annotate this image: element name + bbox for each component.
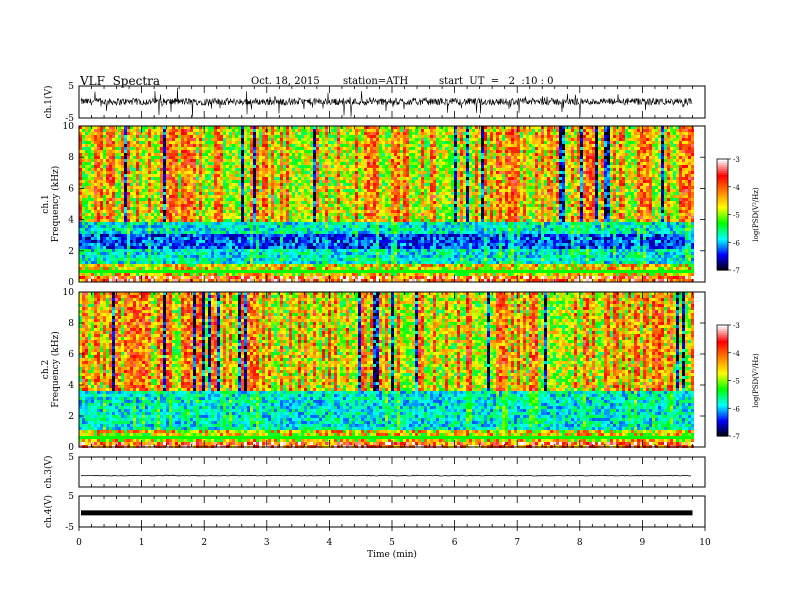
y-axis-channel-label: ch.1 <box>41 194 51 213</box>
y-tick-label: 4 <box>68 216 74 226</box>
x-tick-label: 8 <box>577 538 583 548</box>
colorbar-tick-label: -7 <box>733 433 740 441</box>
y-tick-label: 0 <box>68 278 74 288</box>
colorbar-tick-label: -7 <box>733 267 740 275</box>
colorbar-2 <box>717 159 728 271</box>
y-tick-label: 2 <box>68 247 74 257</box>
waveform-trace-1 <box>80 87 693 117</box>
figure-title: VLF Spectra <box>80 74 160 88</box>
colorbar-tick-label: -6 <box>733 405 740 413</box>
y-tick-label: -5 <box>65 523 74 533</box>
y-tick-label: 4 <box>68 381 74 391</box>
colorbar-label: log(PSD(V²/Hz) <box>752 187 760 242</box>
y-tick-label: 6 <box>68 350 74 360</box>
x-tick-label: 6 <box>452 538 458 548</box>
y-tick-label: 10 <box>63 288 75 298</box>
y-axis-label: Frequency (kHz) <box>50 331 61 408</box>
start-time-label: start UT = 2 :10 : 0 <box>439 76 554 87</box>
panel-frame-2 <box>78 125 706 283</box>
colorbar-tick-label: -4 <box>733 184 740 192</box>
y-axis-label: ch.4(V) <box>43 495 54 528</box>
x-tick-label: 0 <box>76 538 82 548</box>
colorbar-3 <box>717 325 728 437</box>
colorbar-tick-label: -5 <box>733 212 740 220</box>
y-axis-label: ch.3(V) <box>43 456 54 489</box>
panel-frame-3 <box>78 291 706 448</box>
x-tick-label: 7 <box>514 538 520 548</box>
colorbar-label: log(PSD(V²/Hz) <box>752 353 760 408</box>
colorbar-tick-label: -3 <box>733 322 740 330</box>
y-axis-channel-label: ch.2 <box>41 360 51 379</box>
x-tick-label: 9 <box>640 538 646 548</box>
x-tick-label: 5 <box>389 538 395 548</box>
y-tick-label: 2 <box>68 412 74 422</box>
date-label: Oct. 18, 2015 <box>251 76 320 87</box>
spectrogram-cells-3 <box>79 292 694 448</box>
waveform-trace-5 <box>81 510 693 516</box>
y-tick-label: 5 <box>68 453 74 463</box>
y-tick-label: 5 <box>68 82 74 92</box>
y-axis-label: ch.1(V) <box>43 86 54 119</box>
x-tick-label: 2 <box>201 538 207 548</box>
panel-frame-4 <box>78 456 706 488</box>
spectrogram-cells-2 <box>79 126 694 282</box>
colorbar-tick-label: -6 <box>733 239 740 247</box>
panel-frame-1 <box>78 85 706 119</box>
y-tick-label: 8 <box>68 153 74 163</box>
x-tick-label: 4 <box>327 538 333 548</box>
x-tick-label: 10 <box>699 538 711 548</box>
y-tick-label: -5 <box>65 114 74 124</box>
x-axis-label: Time (min) <box>367 549 417 560</box>
y-tick-label: 10 <box>63 122 75 132</box>
y-tick-label: 0 <box>68 443 74 453</box>
colorbar-tick-label: -3 <box>733 156 740 164</box>
station-label: station=ATH <box>343 76 408 87</box>
colorbar-tick-label: -5 <box>733 378 740 386</box>
y-tick-label: 8 <box>68 319 74 329</box>
x-tick-label: 1 <box>139 538 145 548</box>
y-tick-label: 5 <box>68 492 74 502</box>
y-axis-label: Frequency (kHz) <box>50 166 61 243</box>
waveform-trace-4 <box>80 474 692 477</box>
x-tick-label: 3 <box>264 538 270 548</box>
y-tick-label: 6 <box>68 184 74 194</box>
colorbar-tick-label: -4 <box>733 350 740 358</box>
